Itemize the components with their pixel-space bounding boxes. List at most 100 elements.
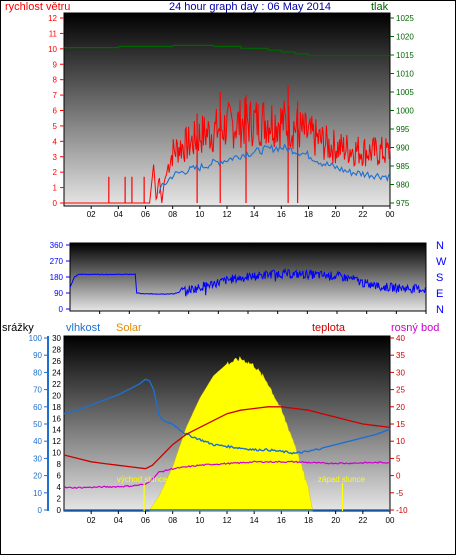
x-tick-label: 02 (87, 210, 96, 219)
series-temperature-line (63, 406, 391, 470)
rain-tick-label: 30 (52, 334, 61, 343)
temperature-tick-label: 5 (396, 454, 401, 463)
wind-tick-label: 5 (53, 122, 58, 131)
pressure-tick-label: 990 (396, 144, 410, 153)
series-humidity-line (63, 378, 391, 455)
x-tick-label: 04 (114, 516, 123, 525)
temperature-tick-label: 10 (396, 437, 405, 446)
direction-tick-label: 90 (54, 289, 63, 298)
direction-compass-label: W (436, 256, 447, 268)
wind-tick-label: 12 (48, 14, 57, 23)
x-tick-label: 06 (141, 516, 150, 525)
wind-tick-label: 1 (53, 184, 58, 193)
wind-tick-label: 4 (53, 137, 58, 146)
x-tick-label: 20 (331, 516, 340, 525)
temperature-tick-label: 15 (396, 420, 405, 429)
pressure-tick-label: 1000 (396, 107, 414, 116)
humidity-tick-label: 30 (33, 454, 42, 463)
x-tick-label: 10 (195, 210, 204, 219)
direction-compass-label: N (436, 240, 444, 252)
temperature-tick-label: 30 (396, 368, 405, 377)
temperature-tick-label: 35 (396, 351, 405, 360)
humidity-tick-label: 0 (38, 506, 43, 515)
wind-axis-label: rychlost větru (5, 1, 70, 13)
plot-area-wind-direction (69, 242, 427, 312)
direction-compass-label: E (436, 288, 443, 300)
temperature-tick-label: -10 (396, 506, 408, 515)
rain-tick-label: 22 (52, 380, 61, 389)
series-wind-avg-line (158, 143, 390, 194)
x-tick-label: 18 (304, 516, 313, 525)
x-tick-label: 00 (386, 516, 395, 525)
pressure-axis-label: tlak (371, 1, 389, 13)
x-tick-label: 00 (386, 210, 395, 219)
solar-axis-label: Solar (116, 322, 142, 334)
temperature-tick-label: 40 (396, 334, 405, 343)
x-tick-label: 22 (358, 516, 367, 525)
humidity-tick-label: 80 (33, 368, 42, 377)
pressure-tick-label: 1020 (396, 33, 414, 42)
x-tick-label: 08 (168, 516, 177, 525)
humidity-tick-label: 20 (33, 472, 42, 481)
x-tick-label: 20 (331, 210, 340, 219)
temperature-tick-label: 25 (396, 386, 405, 395)
wind-tick-label: 9 (53, 60, 58, 69)
rain-tick-label: 4 (57, 483, 62, 492)
rain-tick-label: 12 (52, 437, 61, 446)
wind-tick-label: 0 (53, 199, 58, 208)
rain-tick-label: 18 (52, 403, 61, 412)
x-tick-label: 16 (277, 516, 286, 525)
pressure-tick-label: 1025 (396, 14, 414, 23)
chart-title: 24 hour graph day : 06 May 2014 (169, 1, 331, 13)
rain-axis-label: srážky (2, 322, 34, 334)
pressure-tick-label: 995 (396, 125, 410, 134)
humidity-tick-label: 70 (33, 386, 42, 395)
rain-tick-label: 8 (57, 460, 62, 469)
x-tick-label: 04 (114, 210, 123, 219)
dewpoint-axis-label: rosný bod (391, 322, 439, 334)
rain-tick-label: 26 (52, 357, 61, 366)
humidity-axis-label: vlhkost (66, 322, 100, 334)
sunset-annotation: západ slunce (318, 475, 366, 484)
series-wind-line (64, 98, 391, 204)
temperature-tick-label: 20 (396, 403, 405, 412)
plot-area-wind-pressure (63, 12, 391, 207)
temperature-axis-label: teplota (312, 322, 346, 334)
direction-tick-label: 0 (59, 305, 64, 314)
rain-tick-label: 20 (52, 391, 61, 400)
series-pressure-line (64, 44, 390, 57)
direction-compass-label: S (436, 272, 443, 284)
x-tick-label: 08 (168, 210, 177, 219)
chart-marks: 0123456789101112975980985990995100010051… (29, 14, 447, 525)
humidity-tick-label: 40 (33, 437, 42, 446)
pressure-tick-label: 1015 (396, 51, 414, 60)
humidity-tick-label: 90 (33, 351, 42, 360)
wind-tick-label: 11 (49, 29, 58, 38)
pressure-tick-label: 975 (396, 199, 410, 208)
humidity-tick-label: 100 (29, 334, 43, 343)
x-tick-label: 16 (277, 210, 286, 219)
rain-tick-label: 28 (52, 345, 61, 354)
series-wind-direction-line (69, 267, 427, 297)
x-tick-label: 18 (304, 210, 313, 219)
x-tick-label: 12 (223, 210, 232, 219)
direction-compass-label: N (436, 304, 444, 316)
x-tick-label: 22 (358, 210, 367, 219)
series-dewpoint-line (63, 460, 391, 489)
direction-tick-label: 180 (50, 273, 64, 282)
x-tick-label: 06 (141, 210, 150, 219)
x-tick-label: 10 (195, 516, 204, 525)
x-tick-label: 14 (250, 516, 259, 525)
direction-tick-label: 360 (50, 241, 64, 250)
x-tick-label: 02 (87, 516, 96, 525)
temperature-tick-label: -5 (396, 489, 404, 498)
rain-tick-label: 24 (52, 368, 61, 377)
x-tick-label: 14 (250, 210, 259, 219)
temperature-tick-label: 0 (396, 472, 401, 481)
rain-tick-label: 14 (52, 426, 61, 435)
humidity-tick-label: 50 (33, 420, 42, 429)
direction-tick-label: 270 (50, 257, 64, 266)
wind-tick-label: 3 (53, 153, 58, 162)
rain-tick-label: 16 (52, 414, 61, 423)
